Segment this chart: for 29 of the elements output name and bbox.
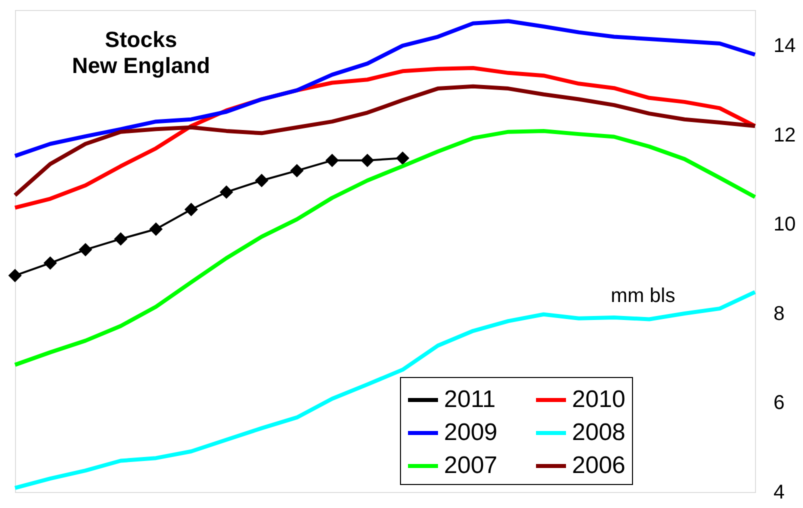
point <box>149 222 163 236</box>
y-tick-label: 14 <box>774 35 796 58</box>
point <box>78 242 92 256</box>
point <box>396 151 410 165</box>
point <box>254 174 268 188</box>
point <box>44 256 57 270</box>
line-series <box>13 19 757 158</box>
line-series <box>13 128 757 367</box>
legend-label: 2007 <box>444 452 498 479</box>
legend-label: 2006 <box>572 452 626 479</box>
point <box>114 232 128 246</box>
legend-label: 2009 <box>444 419 498 446</box>
y-tick-label: 10 <box>774 214 796 236</box>
point <box>325 154 339 168</box>
legend-label: 2011 <box>444 386 496 413</box>
y-tick-label: 8 <box>774 302 785 325</box>
annotation: mm bls <box>610 285 676 307</box>
y-tick-label: 12 <box>774 124 796 146</box>
legend-label: 2010 <box>572 386 626 413</box>
y-tick-label: 4 <box>774 482 785 504</box>
text: Stocks New England <box>72 27 210 78</box>
point <box>8 268 22 282</box>
point <box>360 154 374 168</box>
line-series <box>13 84 757 198</box>
y-tick-label: 6 <box>774 392 785 414</box>
point <box>184 202 198 216</box>
legend-label: 2008 <box>572 419 626 446</box>
point <box>220 185 234 199</box>
point <box>290 164 304 178</box>
